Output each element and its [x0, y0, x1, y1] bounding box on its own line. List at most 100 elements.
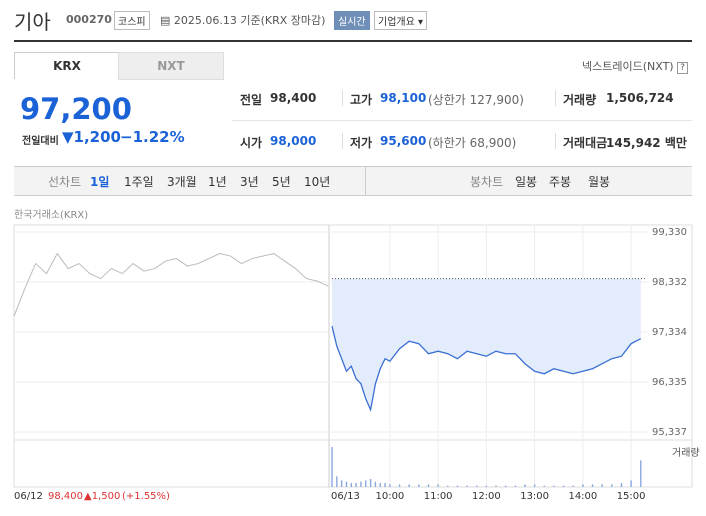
nxt-tab[interactable]: NXT [118, 52, 224, 80]
volume-bar [418, 484, 420, 487]
quote-limit: (하한가 68,900) [428, 136, 517, 150]
volume-bar [543, 485, 545, 487]
volume-bar [495, 485, 497, 487]
line-chart-label: 선차트 [48, 175, 82, 189]
period-tab[interactable]: 5년 [272, 175, 291, 189]
toolbar-divider [365, 166, 366, 196]
volume-bar [360, 481, 362, 487]
company-button[interactable]: 기업개요 ▾ [374, 11, 428, 30]
nextrade-link[interactable]: 넥스트레이드(NXT) ? [582, 58, 688, 74]
y-tick-label: 96,335 [652, 377, 687, 388]
volume-bar [466, 485, 468, 487]
quote-value: 145,942 백만 [606, 136, 687, 150]
quote-value: 1,506,724 [606, 91, 674, 105]
area-fill [332, 278, 641, 410]
day-label: 06/13 [331, 491, 360, 502]
stock-code: 000270 [66, 13, 112, 26]
y-tick-label: 99,330 [652, 227, 687, 238]
period-tab[interactable]: 10년 [304, 175, 331, 189]
volume-bar [365, 480, 367, 487]
volume-bar [384, 483, 386, 487]
volume-bar [582, 484, 584, 487]
volume-bar [562, 485, 565, 487]
volume-bar [350, 483, 352, 487]
volume-bar [379, 483, 381, 487]
separator [342, 133, 343, 149]
period-tab[interactable]: 3년 [240, 175, 259, 189]
volume-bar [514, 485, 517, 487]
period-tab[interactable]: 1년 [208, 175, 227, 189]
plot-frame [13, 224, 693, 488]
y-tick-label: 95,337 [652, 427, 687, 438]
quote-label: 시가 [240, 136, 263, 150]
volume-bar [398, 484, 401, 487]
prev-day-line [13, 252, 329, 317]
company-text: 기업개요 [378, 17, 415, 28]
quote-limit: (상한가 127,900) [428, 93, 524, 107]
date-text: 2025.06.13 기준(KRX 장마감) [173, 14, 326, 27]
volume-bar [408, 484, 410, 487]
volume-bar [485, 485, 488, 487]
quote-value: 98,100 [380, 91, 427, 105]
period-tab[interactable]: 1일 [90, 175, 110, 189]
x-tick-label: 11:00 [424, 491, 453, 502]
volume-bar [389, 484, 391, 487]
x-tick-label: 12:00 [472, 491, 501, 502]
volume-bar [553, 485, 555, 487]
volume-bar [336, 476, 338, 487]
volume-bar [427, 484, 430, 487]
quote-value: 98,000 [270, 134, 317, 148]
quote-label: 거래량 [563, 93, 597, 107]
volume-bar [331, 447, 333, 487]
candle-tab[interactable]: 주봉 [549, 175, 572, 189]
current-price: 97,200 [20, 92, 132, 126]
separator [342, 90, 343, 106]
volume-bar [524, 484, 526, 487]
quote-label: 고가 [350, 93, 373, 107]
volume-bar [456, 485, 459, 487]
volume-bar [640, 460, 642, 487]
y-tick-label: 98,332 [652, 277, 687, 288]
day-label: 06/12 [14, 491, 43, 502]
volume-bar [345, 481, 348, 487]
period-tab[interactable]: 1주일 [124, 175, 154, 189]
nextrade-text: 넥스트레이드(NXT) [582, 60, 674, 73]
prev-close: 98,400 [48, 491, 83, 502]
volume-bar [374, 481, 377, 487]
x-tick-label: 10:00 [375, 491, 404, 502]
quote-label: 거래대금 [563, 136, 608, 150]
volume-bar [476, 485, 478, 487]
period-tab[interactable]: 3개월 [167, 175, 197, 189]
volume-bar [340, 480, 343, 487]
volume-bar [355, 483, 357, 487]
change-label: 전일대비 [22, 136, 59, 147]
separator [555, 90, 556, 106]
volume-bar [572, 485, 574, 487]
volume-bar [591, 484, 594, 487]
source: 한국거래소(KRX) [14, 210, 89, 221]
volume-bar [620, 483, 623, 487]
volume-bar [533, 484, 536, 487]
quote-label: 저가 [350, 136, 373, 150]
candle-tab[interactable]: 일봉 [515, 175, 538, 189]
prev-change: ▲1,500 [84, 491, 120, 502]
candle-tab[interactable]: 월봉 [588, 175, 611, 189]
x-tick-label: 13:00 [520, 491, 549, 502]
candle-chart-label: 봉차트 [470, 175, 504, 189]
header-rule [14, 40, 692, 42]
volume-bar [437, 484, 439, 487]
volume-bar [601, 484, 603, 487]
date: ▤ 2025.06.13 기준(KRX 장마감) [160, 14, 326, 27]
quote-value: 98,400 [270, 91, 317, 105]
stock-name: 기아 [14, 10, 51, 34]
help-icon[interactable]: ? [677, 62, 688, 74]
volume-bar [447, 485, 449, 487]
quote-rule [232, 120, 692, 121]
quote-label: 전일 [240, 93, 263, 107]
realtime-button[interactable]: 실시간 [334, 11, 370, 30]
volume-bar [369, 479, 372, 487]
separator [555, 133, 556, 149]
change-value: 1,200 [73, 128, 121, 146]
